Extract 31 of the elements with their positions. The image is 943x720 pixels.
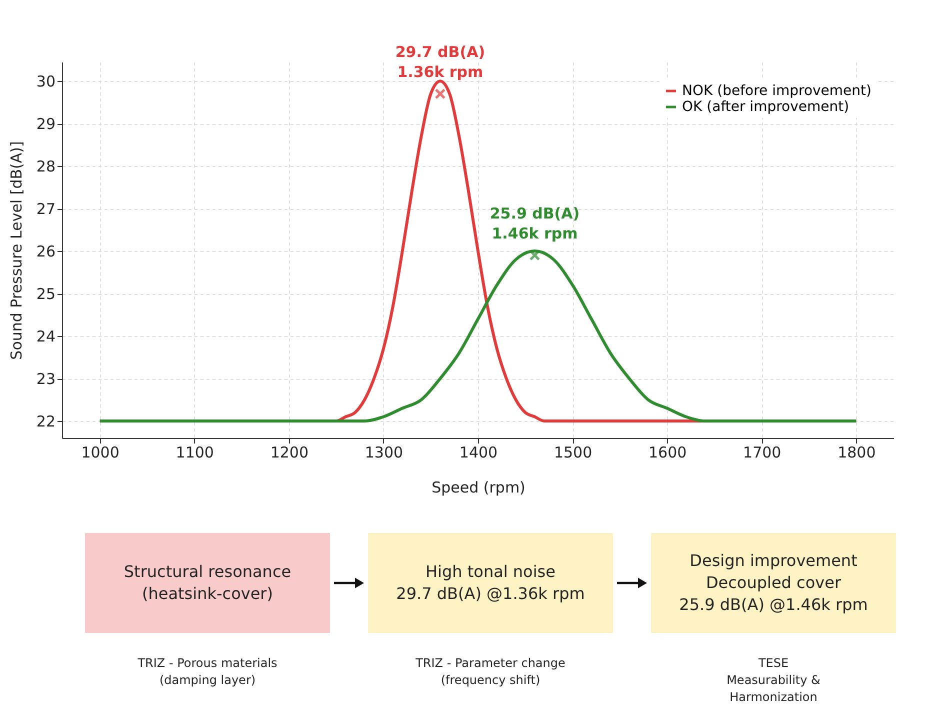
text: TESE Measurability & Harmonization [726,655,822,706]
x-tick-label: 1500 [554,444,592,462]
annotation: 25.9 dB(A) 1.46k rpm [490,204,580,242]
y-tick-label: 24 [36,328,56,346]
x-tick-label: 1200 [270,444,309,462]
x-tick-label: 1400 [459,444,498,462]
x-tick-label: 1800 [838,444,876,462]
y-tick-label: 27 [36,200,56,218]
y-axis-title: Sound Pressure Level [dB(A)] [7,141,26,360]
y-tick-label: 22 [36,412,56,431]
legend-label: OK (after improvement) [682,99,850,115]
text: TRIZ - Porous materials (damping layer) [136,655,278,689]
x-tick-label: 1700 [743,444,782,462]
y-tick-label: 23 [36,370,56,388]
x-tick-label: 1600 [648,444,687,462]
x-tick-label: 1300 [364,444,404,462]
x-axis-title: Speed (rpm) [432,478,526,496]
y-tick-label: 26 [36,242,56,261]
line-series [98,250,858,423]
legend-label: NOK (before improvement) [682,83,872,99]
process-box: Design improvement Decoupled cover 25.9 dB(A) @1.46k rpm [651,533,896,633]
y-tick-label: 29 [36,115,56,134]
x-tick-label: 1000 [81,444,120,462]
y-tick-label: 30 [36,72,56,91]
process-box: Structural resonance (heatsink-cover) [85,533,330,633]
text: TRIZ - Parameter change (frequency shift) [414,655,566,689]
y-tick-label: 28 [36,158,56,176]
x-tick-label: 1100 [176,444,214,462]
process-box: High tonal noise 29.7 dB(A) @1.36k rpm [368,533,613,633]
y-tick-label: 25 [36,285,56,304]
annotation: 29.7 dB(A) 1.36k rpm [395,42,486,81]
